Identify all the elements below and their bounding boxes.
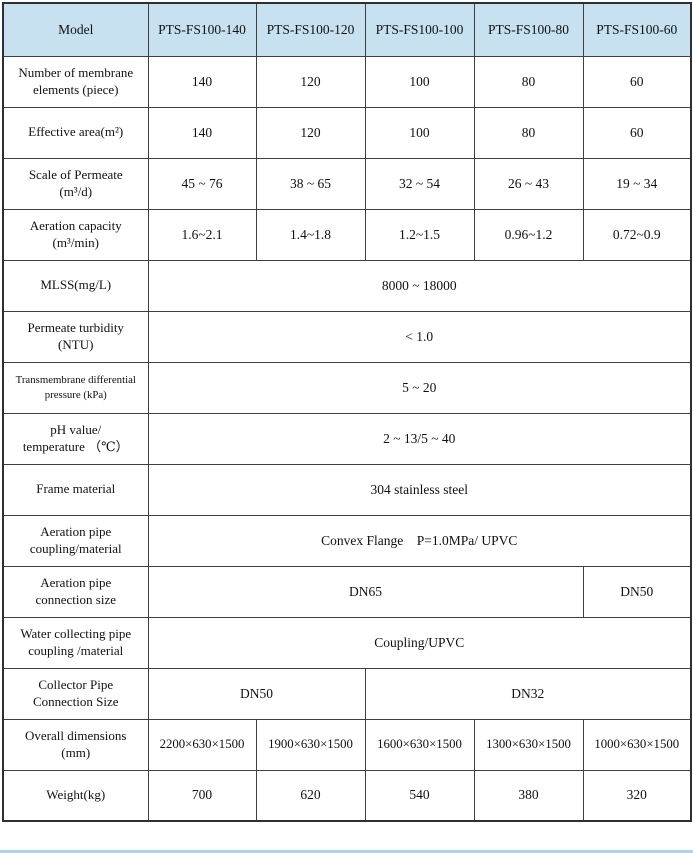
- value-cell: 120: [255, 55, 366, 108]
- row-label: Weight(kg): [2, 769, 149, 822]
- value-cell: DN50: [147, 667, 366, 720]
- value-cell: 380: [473, 769, 584, 822]
- table-row-weight: Weight(kg) 700 620 540 380 320: [2, 769, 692, 822]
- table-row-transmembrane-pressure: Transmembrane differential pressure (kPa…: [2, 361, 692, 414]
- bottom-edge-artifact: [0, 850, 693, 853]
- value-cell: 700: [147, 769, 257, 822]
- value-cell: 32 ~ 54: [364, 157, 475, 210]
- table-row-frame-material: Frame material 304 stainless steel: [2, 463, 692, 516]
- model-name-cell: PTS-FS100-60: [582, 2, 692, 57]
- value-cell: 1300×630×1500: [473, 718, 584, 771]
- value-cell: 60: [582, 55, 692, 108]
- value-cell: 304 stainless steel: [147, 463, 692, 516]
- value-cell: 5 ~ 20: [147, 361, 692, 414]
- value-cell: 1.6~2.1: [147, 208, 257, 261]
- value-cell: 540: [364, 769, 475, 822]
- model-name-cell: PTS-FS100-120: [255, 2, 366, 57]
- table-row-mlss: MLSS(mg/L) 8000 ~ 18000: [2, 259, 692, 312]
- row-label: Water collecting pipe coupling /material: [2, 616, 149, 669]
- value-cell: DN50: [582, 565, 692, 618]
- value-cell: 60: [582, 106, 692, 159]
- row-label: Frame material: [2, 463, 149, 516]
- table-row-overall-dimensions: Overall dimensions (mm) 2200×630×1500 19…: [2, 718, 692, 771]
- row-label: Permeate turbidity (NTU): [2, 310, 149, 363]
- table-row-ph-temperature: pH value/ temperature （℃） 2 ~ 13/5 ~ 40: [2, 412, 692, 465]
- value-cell: 0.72~0.9: [582, 208, 692, 261]
- value-cell: 80: [473, 106, 584, 159]
- table-row-membrane-elements: Number of membrane elements (piece) 140 …: [2, 55, 692, 108]
- value-cell: Coupling/UPVC: [147, 616, 692, 669]
- value-cell: 1000×630×1500: [582, 718, 692, 771]
- value-cell: 140: [147, 55, 257, 108]
- value-cell: 8000 ~ 18000: [147, 259, 692, 312]
- value-cell: 2 ~ 13/5 ~ 40: [147, 412, 692, 465]
- table-row-scale-of-permeate: Scale of Permeate (m³/d) 45 ~ 76 38 ~ 65…: [2, 157, 692, 210]
- row-label: Number of membrane elements (piece): [2, 55, 149, 108]
- value-cell: 100: [364, 106, 475, 159]
- value-cell: 80: [473, 55, 584, 108]
- row-label: pH value/ temperature （℃）: [2, 412, 149, 465]
- header-row: Model PTS-FS100-140 PTS-FS100-120 PTS-FS…: [2, 2, 692, 57]
- value-cell: 2200×630×1500: [147, 718, 257, 771]
- value-cell: 1.2~1.5: [364, 208, 475, 261]
- value-cell: 38 ~ 65: [255, 157, 366, 210]
- model-header-cell: Model: [2, 2, 149, 57]
- table-row-permeate-turbidity: Permeate turbidity (NTU) < 1.0: [2, 310, 692, 363]
- model-name-cell: PTS-FS100-140: [147, 2, 257, 57]
- value-cell: 1600×630×1500: [364, 718, 475, 771]
- table-row-effective-area: Effective area(m²) 140 120 100 80 60: [2, 106, 692, 159]
- table-row-water-collecting-pipe: Water collecting pipe coupling /material…: [2, 616, 692, 669]
- table-row-aeration-pipe-coupling: Aeration pipe coupling/material Convex F…: [2, 514, 692, 567]
- value-cell: DN32: [364, 667, 692, 720]
- row-label: MLSS(mg/L): [2, 259, 149, 312]
- spec-table: Model PTS-FS100-140 PTS-FS100-120 PTS-FS…: [2, 2, 692, 822]
- row-label: Effective area(m²): [2, 106, 149, 159]
- model-name-cell: PTS-FS100-100: [364, 2, 475, 57]
- value-cell: 140: [147, 106, 257, 159]
- value-cell: 19 ~ 34: [582, 157, 692, 210]
- value-cell: Convex Flange P=1.0MPa/ UPVC: [147, 514, 692, 567]
- value-cell: DN65: [147, 565, 584, 618]
- row-label: Overall dimensions (mm): [2, 718, 149, 771]
- row-label: Aeration capacity (m³/min): [2, 208, 149, 261]
- table-row-aeration-pipe-connection: Aeration pipe connection size DN65 DN50: [2, 565, 692, 618]
- value-cell: 1.4~1.8: [255, 208, 366, 261]
- row-label: Aeration pipe connection size: [2, 565, 149, 618]
- value-cell: 620: [255, 769, 366, 822]
- row-label: Collector Pipe Connection Size: [2, 667, 149, 720]
- value-cell: 26 ~ 43: [473, 157, 584, 210]
- value-cell: 100: [364, 55, 475, 108]
- model-name-cell: PTS-FS100-80: [473, 2, 584, 57]
- value-cell: < 1.0: [147, 310, 692, 363]
- row-label: Scale of Permeate (m³/d): [2, 157, 149, 210]
- row-label: Transmembrane differential pressure (kPa…: [2, 361, 149, 414]
- value-cell: 45 ~ 76: [147, 157, 257, 210]
- table-row-aeration-capacity: Aeration capacity (m³/min) 1.6~2.1 1.4~1…: [2, 208, 692, 261]
- table-row-collector-pipe: Collector Pipe Connection Size DN50 DN32: [2, 667, 692, 720]
- value-cell: 1900×630×1500: [255, 718, 366, 771]
- value-cell: 320: [582, 769, 692, 822]
- value-cell: 120: [255, 106, 366, 159]
- row-label: Aeration pipe coupling/material: [2, 514, 149, 567]
- value-cell: 0.96~1.2: [473, 208, 584, 261]
